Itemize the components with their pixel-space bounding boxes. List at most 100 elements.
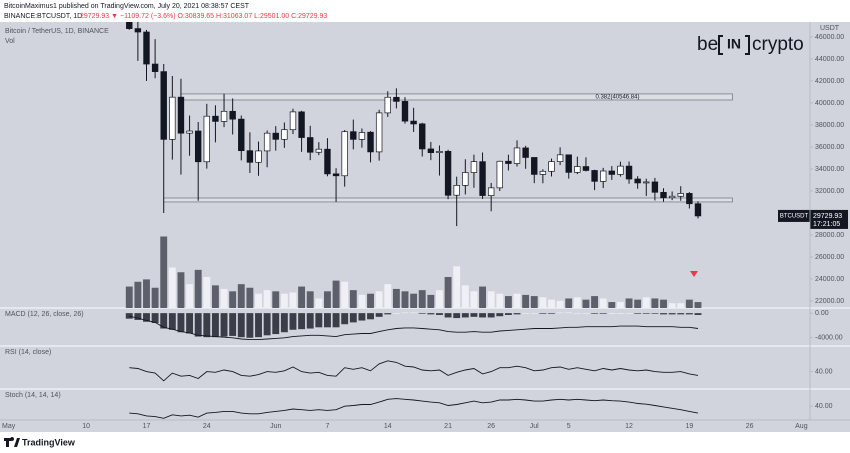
candle-body	[401, 101, 409, 122]
macd-histogram-bar	[453, 313, 461, 319]
candle-body	[487, 187, 495, 196]
volume-bar	[651, 298, 659, 308]
x-tick-label: Jul	[530, 423, 539, 430]
y-tick-label: 32000.00	[815, 188, 844, 195]
macd-histogram-bar	[392, 313, 400, 314]
volume-bar	[660, 299, 667, 308]
volume-bar	[685, 299, 693, 308]
candle-body	[513, 147, 521, 164]
macd-histogram-bar	[263, 313, 271, 336]
macd-histogram-bar	[513, 313, 521, 315]
volume-bar	[436, 290, 443, 308]
candle-body	[298, 111, 305, 138]
price-unit: USDT	[820, 25, 840, 32]
volume-bar	[642, 297, 650, 308]
candle-body	[143, 31, 150, 65]
chart-area	[0, 22, 850, 432]
candle-body	[350, 131, 357, 140]
macd-histogram-bar	[375, 313, 383, 317]
volume-bar	[427, 294, 435, 308]
volume-bar	[625, 298, 633, 308]
volume-bar	[332, 280, 340, 308]
header-publisher: BitcoinMaximus1 published on TradingView…	[4, 3, 250, 10]
volume-bar	[341, 281, 349, 308]
macd-histogram-bar	[444, 313, 452, 318]
candle-body	[212, 115, 219, 122]
macd-histogram-bar	[548, 313, 555, 314]
volume-bar	[573, 297, 581, 308]
volume-bar	[410, 293, 418, 308]
volume-bar	[358, 294, 366, 308]
macd-histogram-bar	[634, 313, 642, 314]
macd-histogram-bar	[573, 313, 581, 314]
y-tick-label: 0.00	[815, 310, 829, 317]
macd-histogram-bar	[685, 313, 693, 315]
candle-body	[686, 193, 693, 205]
candle-body	[496, 160, 503, 189]
candle-body	[608, 170, 616, 175]
macd-histogram-bar	[479, 313, 486, 318]
x-tick-label: 14	[384, 423, 392, 430]
candle-body	[694, 203, 702, 217]
candle-body	[203, 115, 211, 163]
macd-histogram-bar	[599, 313, 607, 314]
macd-histogram-bar	[349, 313, 357, 323]
candle-body	[556, 154, 564, 162]
macd-histogram-bar	[194, 313, 202, 337]
candle-body	[427, 148, 435, 153]
macd-histogram-bar	[211, 313, 219, 338]
candle-body	[660, 191, 667, 199]
candle-body	[186, 130, 193, 134]
volume-bar	[177, 272, 185, 308]
y-tick-label: 44000.00	[815, 56, 844, 63]
macd-histogram-bar	[530, 313, 538, 314]
candle-body	[531, 157, 538, 175]
macd-histogram-bar	[651, 313, 659, 314]
candle-body	[238, 118, 245, 152]
macd-histogram-bar	[237, 313, 245, 338]
volume-bar	[444, 277, 452, 308]
pane-title: Stoch (14, 14, 14)	[5, 392, 61, 399]
candle-body	[281, 129, 288, 140]
macd-histogram-bar	[436, 313, 443, 315]
candle-body	[169, 96, 176, 140]
candle-body	[358, 132, 366, 140]
volume-bar	[375, 291, 383, 308]
volume-bar	[134, 281, 142, 308]
volume-bar	[548, 299, 555, 308]
price-label: 29729.93	[813, 213, 842, 220]
event-marker	[690, 271, 698, 277]
header-symbol: BINANCE:BTCUSDT, 1D	[4, 13, 82, 20]
y-tick-label: 24000.00	[815, 276, 844, 283]
volume-bar	[263, 290, 271, 308]
candle-body	[367, 131, 374, 153]
macd-histogram-bar	[418, 313, 426, 314]
volume-bar	[513, 293, 521, 308]
candle-body	[410, 120, 417, 125]
macd-histogram-bar	[539, 313, 547, 314]
pane-title: MACD (12, 26, close, 26)	[5, 311, 84, 318]
macd-histogram-bar	[160, 313, 168, 329]
macd-histogram-bar	[298, 313, 306, 330]
macd-histogram-bar	[461, 313, 469, 318]
y-tick-label: 22000.00	[815, 298, 844, 305]
macd-histogram-bar	[289, 313, 297, 330]
y-tick-label: 40.00	[815, 368, 833, 375]
y-tick-label: -4000.00	[815, 335, 843, 342]
volume-bar	[255, 293, 262, 308]
candle-body	[668, 195, 676, 199]
volume-bar	[211, 285, 219, 308]
candle-body	[677, 193, 684, 197]
macd-histogram-bar	[367, 313, 374, 320]
logo-brackets	[718, 35, 750, 55]
macd-histogram-bar	[401, 312, 409, 314]
volume-bar	[418, 290, 426, 308]
candle-body	[591, 170, 598, 182]
volume-bar	[694, 302, 702, 308]
macd-histogram-bar	[324, 313, 331, 328]
y-tick-label: 36000.00	[815, 144, 844, 151]
macd-histogram-bar	[582, 313, 590, 314]
y-tick-label: 46000.00	[815, 34, 844, 41]
x-tick-label: Jun	[270, 423, 281, 430]
volume-bar	[496, 293, 504, 308]
